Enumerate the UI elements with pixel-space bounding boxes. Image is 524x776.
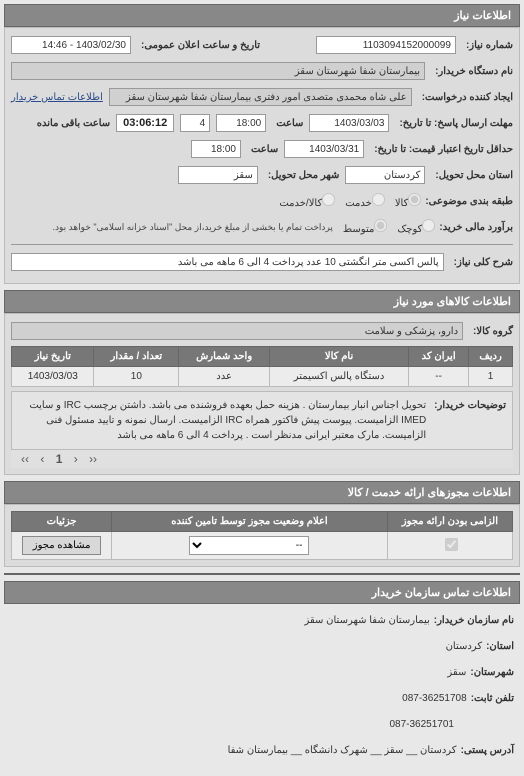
field-need-desc: پالس اکسی متر انگشتی 10 عدد پرداخت 4 الی…	[11, 253, 444, 271]
section-authorities: اطلاعات مجوزهای ارائه خدمت / کالا	[4, 481, 520, 504]
val-org-name: بیمارستان شفا شهرستان سقز	[304, 613, 429, 629]
pager-first[interactable]: ‹‹	[85, 452, 101, 466]
field-province: کردستان	[345, 166, 425, 184]
cell-status: --	[112, 532, 388, 560]
label-req-no: شماره نیاز:	[466, 40, 513, 51]
label-item-group: گروه کالا:	[473, 326, 513, 337]
field-req-no: 1103094152000099	[316, 36, 456, 54]
cell-date: 1403/03/03	[12, 367, 94, 387]
cell-row: 1	[469, 367, 513, 387]
radio-pay-2-input	[374, 219, 387, 232]
val-phone2: 087-36251701	[389, 717, 454, 733]
label-time-2: ساعت	[251, 144, 278, 155]
cell-unit: عدد	[179, 367, 270, 387]
label-payment-method: برآورد مالی خرید:	[439, 222, 513, 233]
field-city: سقز	[178, 166, 258, 184]
cell-irancode: --	[409, 367, 469, 387]
cell-qty: 10	[94, 367, 179, 387]
view-permit-button[interactable]: مشاهده مجوز	[22, 536, 102, 555]
th-date: تاریخ نیاز	[12, 347, 94, 367]
contact-block: نام سازمان خریدار: بیمارستان شفا شهرستان…	[4, 604, 520, 772]
radio-pkg-1-input	[408, 193, 421, 206]
section-need-info: اطلاعات نیاز	[4, 4, 520, 27]
th-irancode: ایران کد	[409, 347, 469, 367]
payment-note: پرداخت تمام یا بخشی از مبلغ خرید،از محل …	[52, 222, 332, 233]
val-city: سقز	[447, 665, 466, 681]
label-delivery-city: شهر محل تحویل:	[268, 170, 340, 181]
divider-1	[11, 244, 513, 245]
cell-details: مشاهده مجوز	[12, 532, 112, 560]
label-postal: آدرس پستی:	[461, 743, 514, 759]
divider-thick	[4, 573, 520, 575]
pager-prev[interactable]: ‹	[70, 452, 82, 466]
field-public-datetime: 1403/02/30 - 14:46	[11, 36, 131, 54]
label-org-name: نام سازمان خریدار:	[434, 613, 514, 629]
th-row: ردیف	[469, 347, 513, 367]
label-buyer-notes: توضیحات خریدار:	[434, 398, 506, 443]
need-items-area: گروه کالا: دارو، پزشکی و سلامت ردیف ایرا…	[4, 313, 520, 475]
th-mandatory: الزامی بودن ارائه مجوز	[387, 512, 512, 532]
field-remain-days: 4	[180, 114, 210, 132]
field-minvalid-date: 1403/03/31	[284, 140, 364, 158]
buyer-notes-text: تحویل اجناس انبار بیمارستان . هزینه حمل …	[18, 398, 426, 443]
label-phone: تلفن ثابت:	[471, 691, 514, 707]
label-time-1: ساعت	[276, 118, 303, 129]
section-need-items: اطلاعات کالاهای مورد نیاز	[4, 290, 520, 313]
radio-pkg-3-input	[322, 193, 335, 206]
th-qty: تعداد / مقدار	[94, 347, 179, 367]
pager-next[interactable]: ›	[36, 452, 48, 466]
label-city-c: شهرستان:	[470, 665, 514, 681]
label-requester: ایجاد کننده درخواست:	[422, 92, 513, 103]
table-row: 1 -- دستگاه پالس اکسیمتر عدد 10 1403/03/…	[12, 367, 513, 387]
th-name: نام کالا	[270, 347, 409, 367]
radio-pkg-2[interactable]: خدمت	[345, 193, 385, 209]
status-select[interactable]: --	[189, 536, 309, 555]
field-reply-date: 1403/03/03	[309, 114, 389, 132]
label-need-desc: شرح کلی نیاز:	[454, 257, 513, 268]
val-postal: کردستان __ سقز __ شهرک دانشگاه __ بیمارس…	[228, 743, 457, 759]
label-reply-deadline: مهلت ارسال پاسخ: تا تاریخ:	[399, 118, 513, 129]
items-table: ردیف ایران کد نام کالا واحد شمارش تعداد …	[11, 346, 513, 387]
label-buyer-device: نام دستگاه خریدار:	[435, 66, 513, 77]
authority-table: الزامی بودن ارائه مجوز اعلام وضعیت مجوز …	[11, 511, 513, 560]
field-buyer-device: بیمارستان شفا شهرستان سقز	[11, 62, 425, 80]
th-unit: واحد شمارش	[179, 347, 270, 367]
radio-pay-2[interactable]: متوسط	[343, 219, 387, 235]
cell-mandatory	[387, 532, 512, 560]
label-delivery-province: استان محل تحویل:	[435, 170, 513, 181]
need-info-form: شماره نیاز: 1103094152000099 تاریخ و ساع…	[4, 27, 520, 284]
label-province-c: استان:	[486, 639, 514, 655]
field-reply-time: 18:00	[216, 114, 266, 132]
radio-pkg-1[interactable]: کالا	[395, 193, 422, 209]
th-status: اعلام وضعیت مجوز توسط تامین کننده	[112, 512, 388, 532]
radio-pkg-3[interactable]: کالا/خدمت	[279, 193, 335, 209]
label-remaining: ساعت باقی مانده	[37, 118, 110, 129]
buyer-notes-box: توضیحات خریدار: تحویل اجناس انبار بیمارس…	[11, 391, 513, 450]
pager-last[interactable]: ››	[17, 452, 33, 466]
authority-row: -- مشاهده مجوز	[12, 532, 513, 560]
th-details: جزئیات	[12, 512, 112, 532]
val-province: کردستان	[446, 639, 483, 655]
radio-pkg-2-input	[372, 193, 385, 206]
radio-pay-1-input	[422, 219, 435, 232]
pager-page: 1	[52, 452, 67, 466]
field-minvalid-time: 18:00	[191, 140, 241, 158]
countdown-timer: 03:06:12	[116, 114, 174, 132]
field-item-group: دارو، پزشکی و سلامت	[11, 322, 463, 340]
radio-pay-1[interactable]: کوچک	[397, 219, 435, 235]
mandatory-checkbox	[445, 538, 458, 551]
cell-name: دستگاه پالس اکسیمتر	[270, 367, 409, 387]
label-public-datetime: تاریخ و ساعت اعلان عمومی:	[141, 40, 260, 51]
buyer-contact-link[interactable]: اطلاعات تماس خریدار	[11, 92, 103, 103]
pager: ‹‹ ‹ 1 › ››	[11, 450, 513, 468]
field-requester: علی شاه محمدی متصدی امور دفتری بیمارستان…	[109, 88, 412, 106]
val-phone: 087-36251708	[402, 691, 467, 707]
label-min-valid: حداقل تاریخ اعتبار قیمت: تا تاریخ:	[374, 144, 513, 155]
page-container: اطلاعات نیاز شماره نیاز: 110309415200009…	[0, 0, 524, 776]
section-buyer-contact: اطلاعات تماس سازمان خریدار	[4, 581, 520, 604]
authorities-area: الزامی بودن ارائه مجوز اعلام وضعیت مجوز …	[4, 504, 520, 567]
label-package-type: طبقه بندی موضوعی:	[425, 196, 513, 207]
